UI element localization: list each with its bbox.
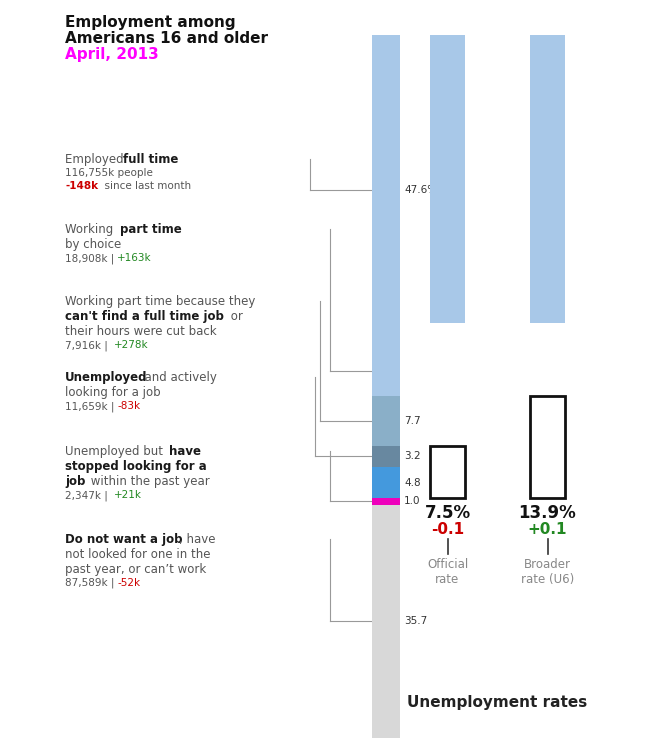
Text: can't find a full time job: can't find a full time job bbox=[65, 310, 224, 323]
Text: 47.6%: 47.6% bbox=[404, 185, 437, 196]
Text: 18,908k |: 18,908k | bbox=[65, 253, 117, 264]
Text: +163k: +163k bbox=[117, 253, 152, 263]
Bar bbox=[372, 467, 400, 498]
Text: Employment among: Employment among bbox=[65, 15, 235, 30]
Bar bbox=[530, 395, 565, 498]
Text: their hours were cut back: their hours were cut back bbox=[65, 325, 217, 338]
Text: since last month: since last month bbox=[98, 181, 191, 191]
Text: not looked for one in the: not looked for one in the bbox=[65, 548, 210, 561]
Text: 3.2: 3.2 bbox=[404, 451, 421, 462]
Text: full time: full time bbox=[123, 153, 179, 166]
Bar bbox=[372, 498, 400, 505]
Text: 7.7: 7.7 bbox=[404, 416, 421, 425]
Text: -52k: -52k bbox=[117, 578, 140, 588]
Text: by choice: by choice bbox=[65, 238, 121, 251]
Text: Broader
rate (U6): Broader rate (U6) bbox=[521, 558, 574, 587]
Text: +278k: +278k bbox=[114, 340, 148, 350]
Text: Americans 16 and older: Americans 16 and older bbox=[65, 31, 268, 46]
Bar bbox=[372, 505, 400, 738]
Text: Do not want a job: Do not want a job bbox=[65, 533, 183, 546]
Text: Unemployed but: Unemployed but bbox=[65, 445, 170, 458]
Text: past year, or can’t work: past year, or can’t work bbox=[65, 563, 206, 576]
Text: Unemployment rates: Unemployment rates bbox=[408, 695, 588, 710]
Text: 35.7: 35.7 bbox=[404, 617, 427, 626]
Text: , have: , have bbox=[179, 533, 215, 546]
Text: 116,755k people: 116,755k people bbox=[65, 168, 153, 178]
Text: Official
rate: Official rate bbox=[427, 558, 468, 587]
Text: April, 2013: April, 2013 bbox=[65, 47, 159, 62]
Text: -0.1: -0.1 bbox=[431, 523, 464, 537]
Text: 4.8: 4.8 bbox=[404, 477, 421, 487]
Text: job: job bbox=[65, 475, 85, 488]
Text: within the past year: within the past year bbox=[87, 475, 210, 488]
Text: 11,659k |: 11,659k | bbox=[65, 401, 118, 411]
Bar bbox=[530, 35, 565, 323]
Bar bbox=[430, 35, 465, 323]
Text: +21k: +21k bbox=[114, 490, 142, 500]
Bar bbox=[372, 395, 400, 446]
Text: -83k: -83k bbox=[117, 401, 140, 411]
Text: looking for a job: looking for a job bbox=[65, 386, 161, 399]
Text: Unemployed: Unemployed bbox=[65, 371, 148, 384]
Text: 13.9%: 13.9% bbox=[519, 505, 577, 523]
Bar bbox=[430, 446, 465, 498]
Text: and actively: and actively bbox=[137, 371, 217, 384]
Text: Employed: Employed bbox=[65, 153, 127, 166]
Text: or: or bbox=[227, 310, 243, 323]
Bar bbox=[372, 346, 400, 395]
Text: +0.1: +0.1 bbox=[528, 523, 567, 537]
Text: Working: Working bbox=[65, 223, 121, 236]
Text: 7.5%: 7.5% bbox=[424, 505, 471, 523]
Bar bbox=[372, 35, 400, 346]
Text: 7,916k |: 7,916k | bbox=[65, 340, 111, 350]
Text: 2,347k |: 2,347k | bbox=[65, 490, 111, 501]
Text: part time: part time bbox=[120, 223, 182, 236]
Text: stopped looking for a: stopped looking for a bbox=[65, 460, 207, 473]
Text: 87,589k |: 87,589k | bbox=[65, 578, 118, 589]
Text: 1.0: 1.0 bbox=[404, 496, 421, 507]
Bar bbox=[372, 446, 400, 467]
Text: -148k: -148k bbox=[65, 181, 98, 191]
Text: Working part time because they: Working part time because they bbox=[65, 295, 255, 308]
Text: have: have bbox=[169, 445, 201, 458]
